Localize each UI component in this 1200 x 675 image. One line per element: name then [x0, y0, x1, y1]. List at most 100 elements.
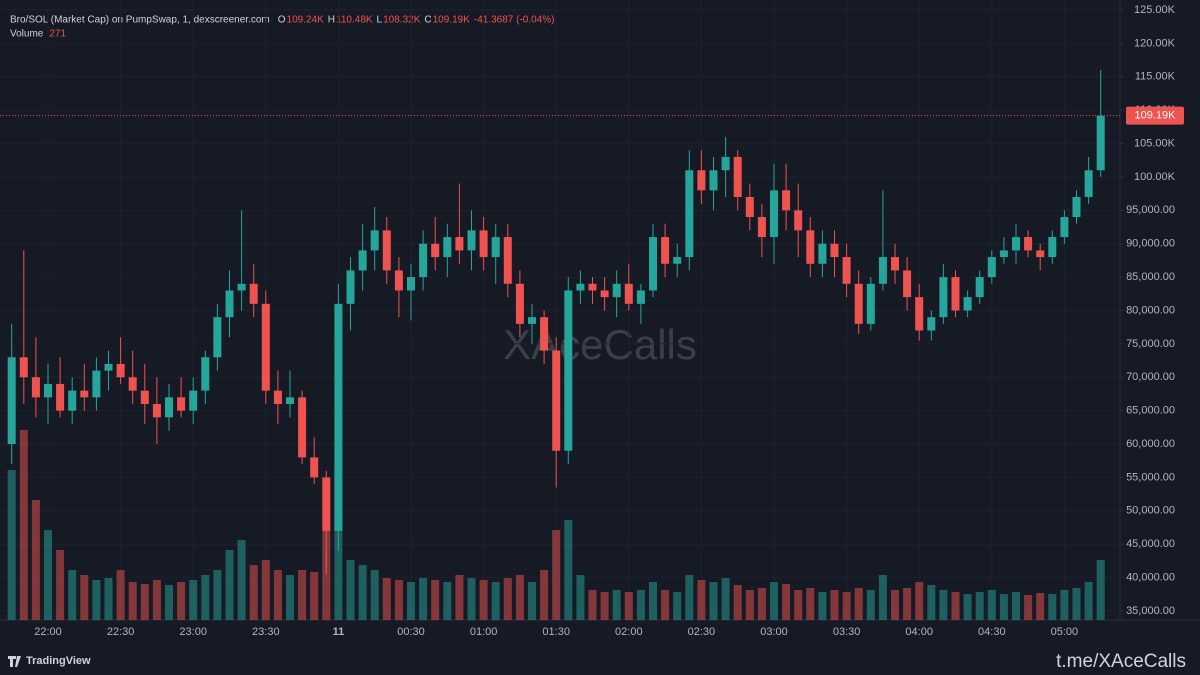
- candle-body: [963, 297, 972, 311]
- volume-bar: [491, 582, 500, 620]
- volume-bar: [939, 590, 948, 620]
- candle-body: [358, 250, 367, 271]
- candle-body: [431, 243, 440, 258]
- candle-body: [419, 243, 428, 278]
- header: Bro/SOL (Market Cap) on PumpSwap, 1, dex…: [10, 15, 554, 40]
- candle-body: [600, 290, 609, 298]
- last-price-tag: [1126, 106, 1184, 125]
- x-tick-label: 00:30: [397, 626, 425, 638]
- x-tick-label: 02:00: [615, 626, 643, 638]
- candle-body: [842, 257, 851, 284]
- candle-body: [999, 250, 1008, 258]
- x-tick-label: 22:30: [107, 626, 135, 638]
- candle-body: [891, 257, 899, 271]
- volume-bar: [1012, 592, 1020, 620]
- volume-bar: [334, 510, 343, 620]
- candle-body: [745, 196, 754, 218]
- volume-bar: [286, 575, 294, 620]
- volume-bar: [419, 578, 428, 620]
- x-tick-label: 11: [333, 626, 345, 638]
- candle-body: [612, 283, 621, 298]
- candle-body: [128, 377, 137, 391]
- watermark: XAceCalls: [503, 321, 697, 368]
- volume-bar: [1048, 594, 1057, 620]
- volume-bar: [830, 590, 839, 620]
- x-tick-label: 02:30: [688, 626, 716, 638]
- volume-bar: [1024, 595, 1033, 620]
- volume-bar: [310, 572, 319, 620]
- candle-body: [818, 243, 827, 264]
- volume-bar: [177, 582, 186, 620]
- candle-body: [576, 283, 585, 291]
- volume-bar: [636, 590, 645, 620]
- volume-bar: [963, 594, 972, 620]
- candle-body: [1024, 237, 1033, 251]
- volume-bar: [140, 584, 149, 620]
- candle-body: [1072, 196, 1081, 218]
- volume-bar: [358, 565, 367, 620]
- candle-body: [794, 210, 803, 231]
- candle-body: [1096, 115, 1105, 171]
- candle-body: [322, 477, 331, 531]
- y-tick-label: 85,000.00: [1126, 271, 1175, 283]
- volume-bar: [92, 580, 101, 620]
- candle-body: [177, 397, 186, 411]
- volume-bar: [237, 540, 246, 620]
- candle-body: [479, 230, 488, 258]
- volume-bar: [152, 580, 161, 620]
- candle-body: [44, 383, 52, 398]
- volume-bar: [661, 590, 670, 620]
- candle-body: [394, 270, 403, 291]
- y-tick-label: 120.00K: [1134, 37, 1176, 49]
- volume-bar: [915, 582, 924, 620]
- candle-body: [382, 230, 391, 271]
- x-tick-label: 04:00: [905, 626, 933, 638]
- y-tick-label: 70,000.00: [1126, 371, 1175, 383]
- candle-body: [467, 230, 476, 251]
- volume-bar: [612, 590, 621, 620]
- volume-bar: [80, 575, 89, 620]
- candle-body: [975, 277, 984, 298]
- volume-bar: [165, 585, 173, 620]
- volume-bar: [128, 582, 137, 620]
- candle-body: [503, 237, 512, 284]
- volume-bar: [757, 588, 766, 620]
- candle-body: [92, 370, 101, 398]
- volume-bar: [455, 575, 464, 620]
- y-tick-label: 125.00K: [1134, 4, 1176, 16]
- candle-body: [854, 283, 863, 324]
- candle-body: [7, 357, 16, 445]
- volume-bar: [721, 578, 730, 620]
- x-tick-label: 23:30: [252, 626, 280, 638]
- candle-body: [249, 283, 258, 304]
- candle-body: [552, 350, 561, 451]
- volume-bar: [261, 560, 270, 620]
- candle-body: [903, 270, 912, 298]
- volume-bar: [624, 592, 633, 620]
- volume-bar: [806, 588, 815, 620]
- ohlc-value: 109.19K: [433, 15, 471, 26]
- candle-body: [564, 290, 573, 451]
- volume-bar: [382, 578, 391, 620]
- candle-body: [757, 217, 766, 238]
- candle-body: [624, 283, 633, 304]
- volume-bar: [770, 582, 778, 620]
- volume-bar: [745, 590, 754, 620]
- volume-bar: [540, 570, 549, 620]
- volume-bar: [975, 592, 984, 620]
- volume-bar: [346, 560, 355, 620]
- candle-body: [455, 237, 464, 251]
- volume-bar: [818, 592, 827, 620]
- candle-body: [334, 303, 343, 531]
- candle-body: [407, 277, 415, 291]
- volume-bar: [891, 590, 899, 620]
- change-value: -41.3687 (-0.04%): [474, 15, 555, 26]
- x-tick-label: 01:00: [470, 626, 498, 638]
- x-tick-label: 01:30: [542, 626, 570, 638]
- x-tick-label: 03:30: [833, 626, 861, 638]
- candle-body: [951, 277, 960, 311]
- x-tick-label: 22:00: [34, 626, 62, 638]
